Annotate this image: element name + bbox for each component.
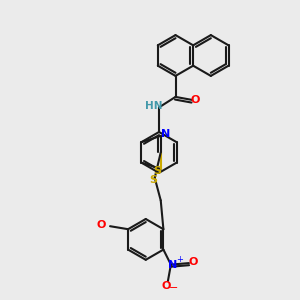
Text: O: O [162, 280, 171, 291]
Text: −: − [169, 283, 178, 293]
Text: S: S [149, 175, 157, 185]
Text: O: O [191, 95, 200, 105]
Text: S: S [154, 166, 162, 176]
Text: +: + [176, 255, 183, 264]
Text: O: O [97, 220, 106, 230]
Text: N: N [168, 260, 177, 270]
Text: HN: HN [145, 101, 162, 111]
Text: O: O [189, 256, 198, 267]
Text: N: N [160, 129, 170, 140]
